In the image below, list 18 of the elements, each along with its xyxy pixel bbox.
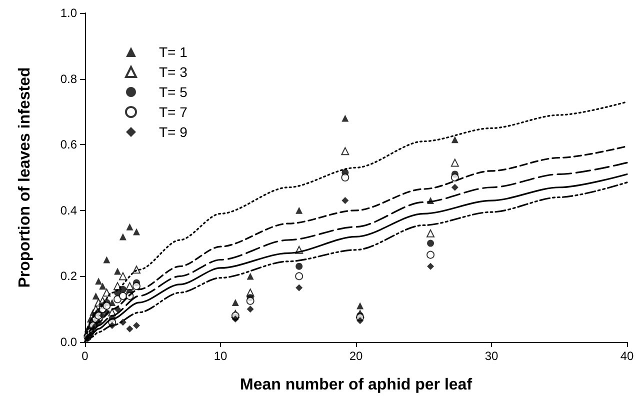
y-tick-label: 0.0 [60, 335, 78, 349]
y-tick-label: 0.2 [60, 269, 78, 284]
x-tick-label: 20 [349, 349, 363, 363]
legend-label: T= 1 [159, 44, 188, 60]
x-tick-label: 40 [620, 349, 634, 363]
y-tick-label: 0.8 [60, 72, 78, 86]
y-axis-title: Proportion of leaves infested [16, 67, 34, 288]
legend-label: T= 3 [159, 64, 188, 80]
legend-label: T= 9 [159, 124, 188, 140]
legend-label: T= 7 [159, 104, 188, 120]
x-tick-label: 10 [214, 349, 228, 363]
legend-label: T= 5 [159, 84, 188, 100]
x-axis-title: Mean number of aphid per leaf [240, 376, 473, 394]
x-tick-label: 30 [484, 349, 498, 363]
x-tick-label: 0 [82, 349, 89, 363]
y-tick-label: 0.6 [60, 138, 78, 152]
y-tick-label: 0.4 [60, 203, 78, 218]
y-tick-label: 1.0 [60, 6, 78, 20]
